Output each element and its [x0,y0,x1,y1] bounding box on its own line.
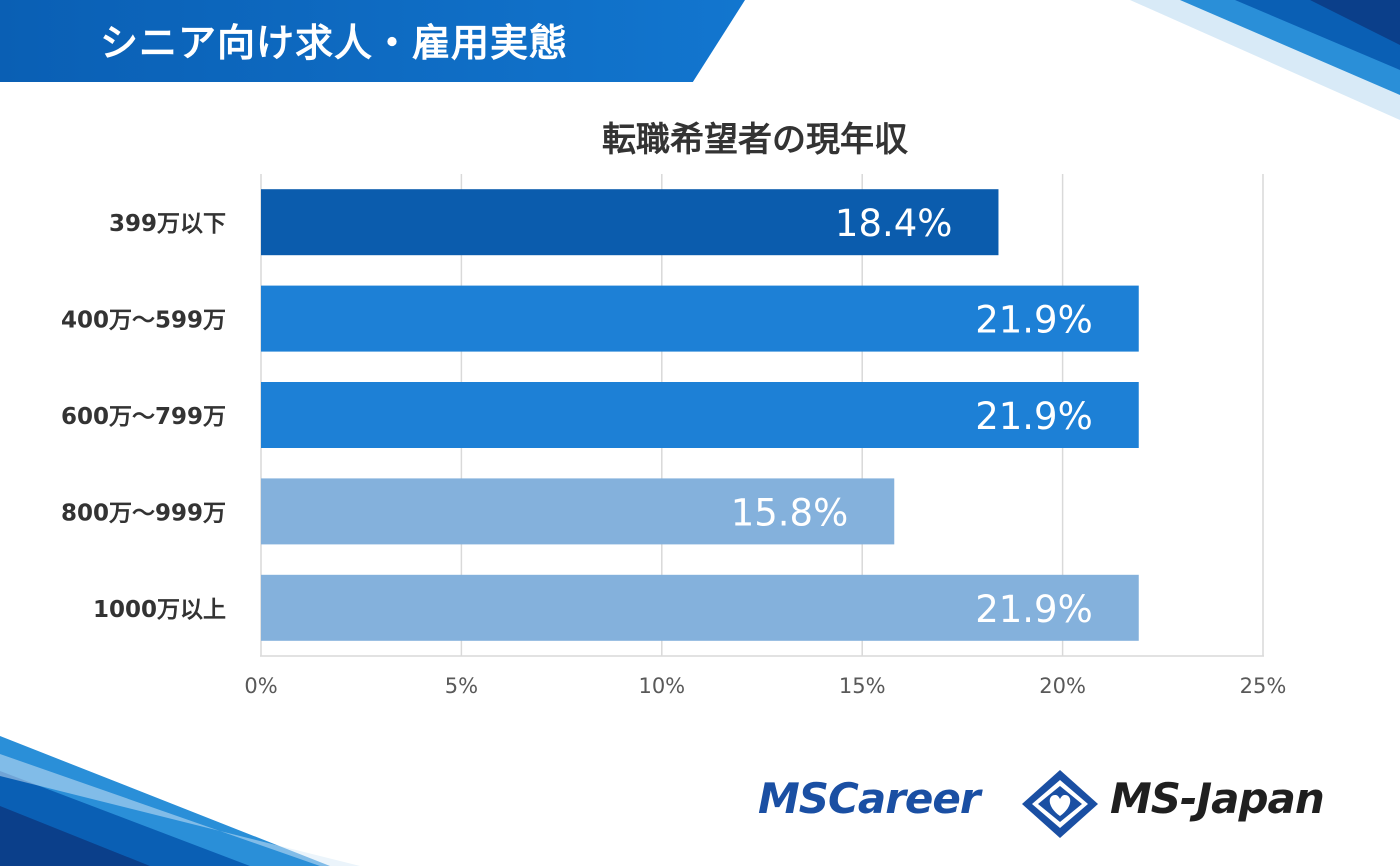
page-title: シニア向け求人・雇用実態 [100,21,569,65]
data-label: 18.4% [835,202,953,245]
mscareer-logo: MSCareer [758,774,981,823]
bar [261,189,999,256]
data-label: 21.9% [975,588,1093,631]
data-label: 21.9% [975,395,1093,438]
x-tick-label: 5% [445,674,478,698]
x-tick-label: 10% [638,674,685,698]
diamond-heart-logo-icon [1022,770,1098,838]
category-label: 400万～599万 [61,308,226,334]
msjapan-logo: MS-Japan [1110,774,1325,823]
chart-title: 転職希望者の現年収 [602,120,908,160]
footer-logos: MSCareer MS-Japan [758,768,1358,838]
category-label: 800万～999万 [61,500,226,526]
bar [261,478,895,545]
category-label: 1000万以上 [93,597,226,623]
x-tick-label: 20% [1039,674,1086,698]
bar [261,382,1139,448]
decorative-stripes-top-right [1130,0,1400,120]
decorative-stripes-bottom-left [0,736,360,866]
data-label: 15.8% [731,491,849,534]
x-tick-label: 0% [244,674,277,698]
data-label: 21.9% [975,299,1093,342]
x-tick-label: 15% [839,674,886,698]
header-band [0,0,745,82]
category-label: 399万以下 [109,211,226,237]
x-tick-label: 25% [1240,674,1287,698]
bar [261,285,1139,352]
category-label: 600万～799万 [61,404,226,430]
bar [261,574,1139,641]
